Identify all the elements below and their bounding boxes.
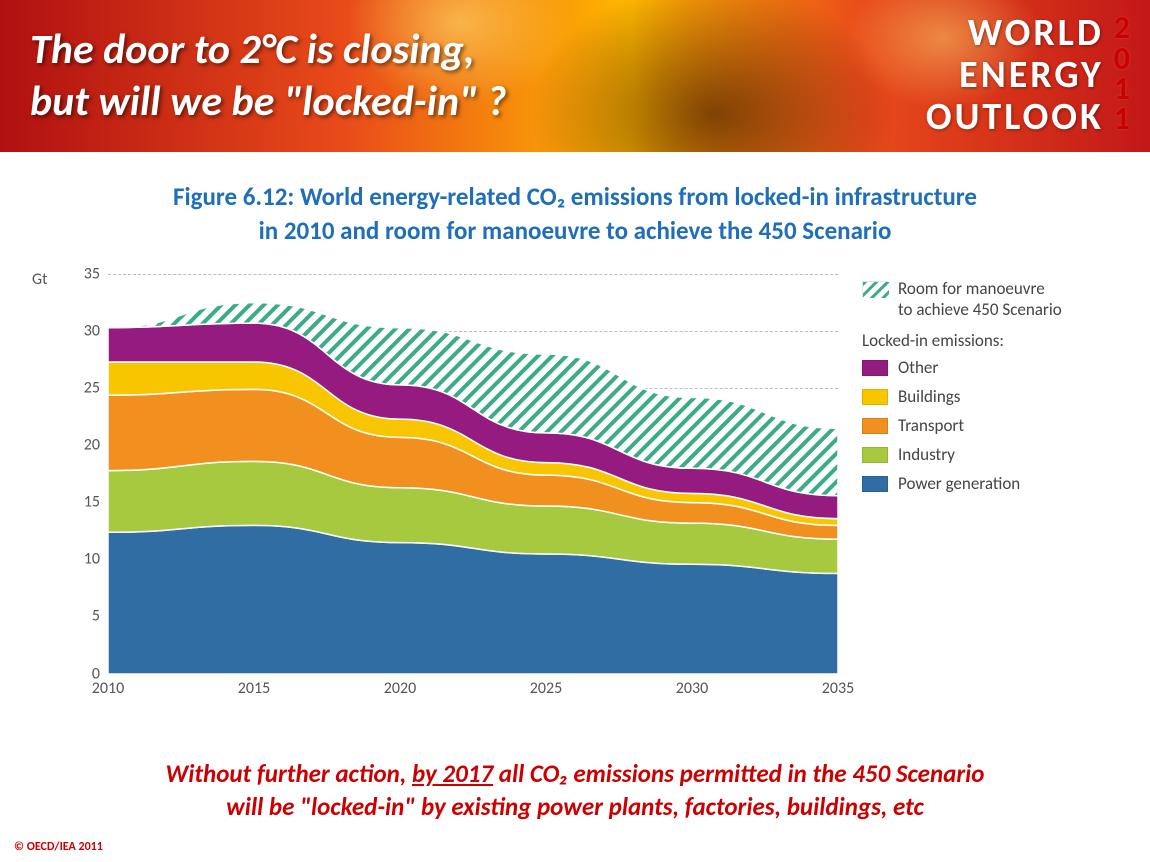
weo-logo-line1: WORLD — [926, 13, 1104, 55]
legend-item-transport: Transport — [862, 415, 1062, 436]
weo-logo-line2: ENERGY — [926, 55, 1104, 97]
caption-line1: Without further action, by 2017 all CO₂ … — [80, 757, 1070, 791]
slide-title-line2: but will we be "locked-in" ? — [30, 76, 506, 129]
legend-swatch — [862, 447, 888, 463]
weo-logo-line3: OUTLOOK — [926, 97, 1104, 139]
y-axis-unit: Gt — [32, 270, 47, 289]
chart-legend: Room for manoeuvre to achieve 450 Scenar… — [862, 278, 1062, 502]
legend-room-line2: to achieve 450 Scenario — [898, 299, 1062, 320]
x-tick-label: 2010 — [92, 679, 124, 698]
x-tick-label: 2030 — [676, 679, 708, 698]
legend-item-room: Room for manoeuvre to achieve 450 Scenar… — [862, 278, 1062, 320]
weo-logo: WORLD ENERGY OUTLOOK 2 0 1 1 — [926, 13, 1130, 138]
slide-caption: Without further action, by 2017 all CO₂ … — [0, 757, 1150, 825]
slide-header: The door to 2°C is closing, but will we … — [0, 0, 1150, 152]
legend-item-other: Other — [862, 357, 1062, 378]
x-tick-label: 2020 — [384, 679, 416, 698]
weo-logo-text: WORLD ENERGY OUTLOOK — [926, 13, 1104, 138]
legend-group-label: Locked-in emissions: — [862, 330, 1062, 351]
legend-item-industry: Industry — [862, 444, 1062, 465]
chart-plot-area: 05101520253035201020152020202520302035 — [108, 274, 838, 674]
y-tick-label: 5 — [68, 607, 100, 626]
legend-room-line1: Room for manoeuvre — [898, 278, 1062, 299]
caption-line2: will be "locked-in" by existing power pl… — [80, 790, 1070, 824]
chart-container: Gt 0510152025303520102015202020252030203… — [62, 258, 1132, 708]
legend-label-power: Power generation — [898, 473, 1020, 494]
caption-pre: Without further action, — [166, 758, 412, 789]
x-tick-label: 2015 — [238, 679, 270, 698]
y-tick-label: 20 — [68, 435, 100, 454]
year-digit-4: 1 — [1114, 104, 1130, 134]
caption-underline: by 2017 — [412, 758, 493, 789]
legend-item-buildings: Buildings — [862, 386, 1062, 407]
legend-item-power: Power generation — [862, 473, 1062, 494]
legend-swatch — [862, 418, 888, 434]
caption-post: all CO₂ emissions permitted in the 450 S… — [493, 758, 984, 789]
legend-swatch — [862, 476, 888, 492]
figure-title-line1: Figure 6.12: World energy-related CO₂ em… — [80, 180, 1070, 214]
y-tick-label: 15 — [68, 493, 100, 512]
weo-logo-year: 2 0 1 1 — [1114, 13, 1130, 135]
legend-swatch-hatch — [862, 281, 888, 297]
x-tick-label: 2035 — [822, 679, 854, 698]
legend-label-room: Room for manoeuvre to achieve 450 Scenar… — [898, 278, 1062, 320]
legend-label-transport: Transport — [898, 415, 964, 436]
figure-title-line2: in 2010 and room for manoeuvre to achiev… — [80, 214, 1070, 248]
legend-label-buildings: Buildings — [898, 386, 960, 407]
y-tick-label: 25 — [68, 378, 100, 397]
legend-label-other: Other — [898, 357, 938, 378]
legend-swatch — [862, 360, 888, 376]
copyright-text: © OECD/IEA 2011 — [14, 840, 103, 854]
slide-title: The door to 2°C is closing, but will we … — [30, 24, 506, 129]
legend-label-industry: Industry — [898, 444, 955, 465]
slide-title-line1: The door to 2°C is closing, — [30, 24, 506, 77]
legend-swatch — [862, 389, 888, 405]
y-tick-label: 10 — [68, 550, 100, 569]
y-tick-label: 30 — [68, 321, 100, 340]
x-tick-label: 2025 — [530, 679, 562, 698]
y-tick-label: 35 — [68, 264, 100, 283]
figure-title: Figure 6.12: World energy-related CO₂ em… — [80, 180, 1070, 248]
